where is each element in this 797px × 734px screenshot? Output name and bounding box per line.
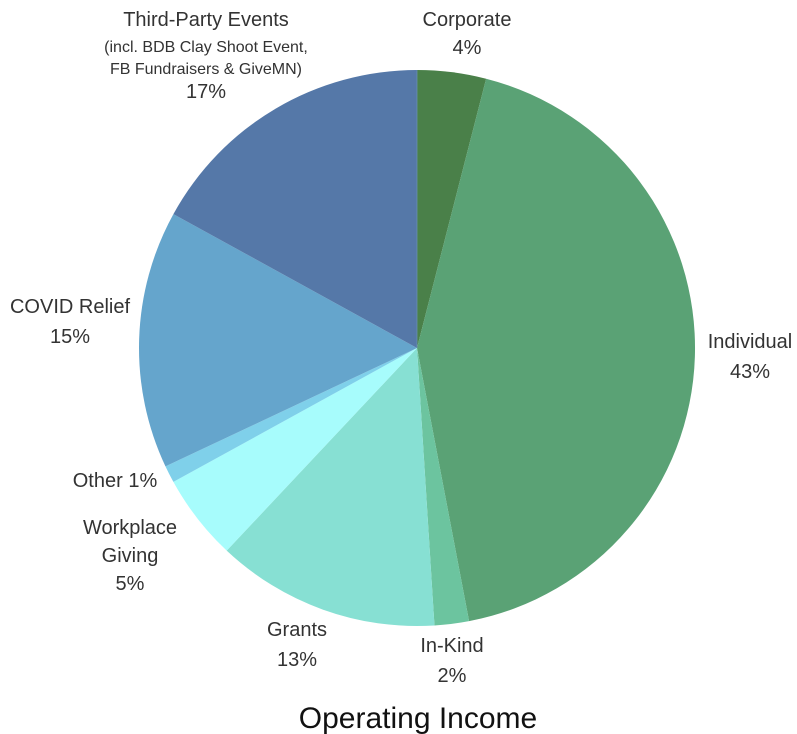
pie-label-line: Third-Party Events [123, 9, 289, 31]
pie-slice-workplace-giving [173, 348, 417, 551]
pie-label-line: Giving [102, 545, 159, 567]
pie-label-percent: 43% [730, 361, 770, 383]
pie-labels: Corporate 4% Individual 43% In-Kind 2% Grants 1… [10, 9, 792, 687]
pie-label-percent: 17% [186, 81, 226, 103]
pie-slice-in-kind [417, 348, 470, 626]
pie-label-corporate: Corporate 4% [423, 9, 512, 59]
pie-slice-corporate [417, 70, 487, 348]
pie-label-percent: 5% [116, 573, 145, 595]
pie-label-line: FB Fundraisers & GiveMN) [110, 61, 302, 78]
pie-label-line: Workplace [83, 517, 177, 539]
pie-label-in-kind: In-Kind 2% [420, 635, 483, 687]
pie-label-grants: Grants 13% [267, 619, 327, 671]
pie-label-workplace-giving: Workplace Giving 5% [83, 517, 177, 595]
pie-label-percent: 4% [453, 37, 482, 59]
pie-slice-individual [417, 78, 696, 622]
pie-label-percent: 2% [438, 665, 467, 687]
pie-label-individual: Individual 43% [708, 331, 793, 383]
pie-label-percent: 13% [277, 649, 317, 671]
pie-slices [139, 70, 696, 626]
pie-slice-other [165, 348, 417, 482]
pie-label-line: Other 1% [73, 470, 158, 492]
pie-label-line: COVID Relief [10, 296, 130, 318]
pie-label-line: In-Kind [420, 635, 483, 657]
pie-label-line: Corporate [423, 9, 512, 31]
pie-slice-covid-relief [139, 214, 418, 467]
pie-label-covid-relief: COVID Relief 15% [10, 296, 130, 348]
chart-title: Operating Income [299, 702, 537, 734]
pie-label-other: Other 1% [73, 470, 158, 492]
pie-label-line: Grants [267, 619, 327, 641]
pie-label-line: Individual [708, 331, 793, 353]
pie-label-line: (incl. BDB Clay Shoot Event, [104, 39, 308, 56]
pie-slice-grants [226, 348, 435, 626]
pie-label-third-party-events: Third-Party Events (incl. BDB Clay Shoot … [104, 9, 308, 103]
pie-slice-third-party-events [173, 70, 417, 348]
pie-label-percent: 15% [50, 326, 90, 348]
